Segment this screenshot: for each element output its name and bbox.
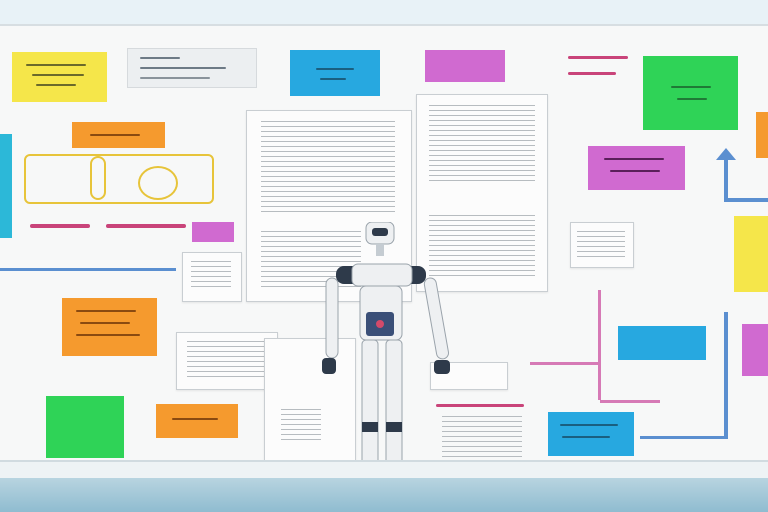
green-note-top-right xyxy=(643,56,738,130)
blue-note-right xyxy=(618,326,706,360)
blue-arrow-base xyxy=(724,198,768,202)
blue-rail-left xyxy=(0,268,176,271)
yellow-note-right-edge xyxy=(734,216,768,292)
whiteboard xyxy=(0,24,768,490)
robot-icon xyxy=(322,222,450,478)
green-note-bottom-left xyxy=(46,396,124,458)
orange-note-right-edge xyxy=(756,112,768,158)
yellow-diagram-sketch xyxy=(24,154,214,204)
wall-top xyxy=(0,0,768,26)
blue-pipe-right xyxy=(724,312,728,436)
blue-pipe-right-base xyxy=(640,436,728,439)
arrow-up-icon xyxy=(716,148,736,160)
doc-left-mid xyxy=(176,332,278,390)
pink-pipe-vertical xyxy=(598,290,601,400)
gray-card-top xyxy=(127,48,257,88)
pink-pipe-lower xyxy=(600,400,660,403)
doc-right xyxy=(570,222,634,268)
blue-note-bottom-right xyxy=(548,412,634,456)
pink-heading-left-2 xyxy=(106,224,186,228)
yellow-note-top-left xyxy=(12,52,107,102)
pink-heading-left xyxy=(30,224,90,228)
pink-label-bottom xyxy=(436,404,524,407)
pink-annotation-top-right xyxy=(568,56,628,59)
magenta-note-top xyxy=(425,50,505,82)
orange-note-mid-left xyxy=(62,298,157,356)
blue-note-top xyxy=(290,50,380,96)
pink-annotation-top-right-2 xyxy=(568,72,616,75)
magenta-note-right xyxy=(588,146,685,190)
orange-note-bottom xyxy=(156,404,238,438)
doc-bottom-center-right xyxy=(438,412,526,468)
orange-note-upper-left xyxy=(72,122,165,148)
magenta-label-left xyxy=(192,222,234,242)
magenta-note-right-edge xyxy=(742,324,768,376)
central-doc-right xyxy=(416,94,548,292)
board-ledge xyxy=(0,460,768,480)
small-doc-left xyxy=(182,252,242,302)
wall-bottom xyxy=(0,478,768,512)
pink-pipe-horizontal xyxy=(530,362,600,365)
blue-arrow-up xyxy=(724,158,728,202)
teal-strip-left xyxy=(0,134,12,238)
